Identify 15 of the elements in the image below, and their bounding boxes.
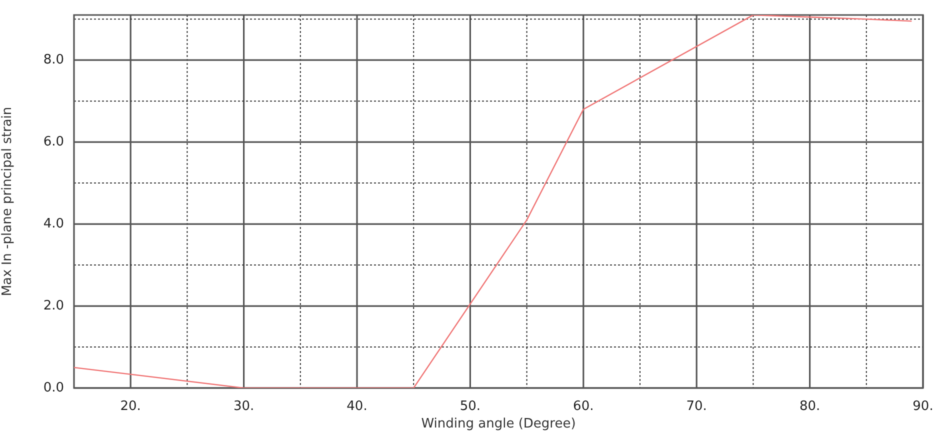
y-tick-label: 0.0 xyxy=(43,380,64,396)
y-tick-label: 6.0 xyxy=(43,134,64,150)
y-tick-label: 4.0 xyxy=(43,216,64,232)
x-axis-title: Winding angle (Degree) xyxy=(421,416,576,432)
x-tick-label: 40. xyxy=(346,399,368,414)
x-tick-label: 50. xyxy=(460,399,481,414)
x-tick-label: 80. xyxy=(799,399,820,414)
x-tick-label: 90. xyxy=(912,399,934,414)
y-tick-label: 8.0 xyxy=(43,52,64,68)
y-tick-label: 2.0 xyxy=(43,298,64,314)
x-tick-label: 20. xyxy=(120,399,141,414)
x-tick-label: 60. xyxy=(573,399,594,414)
x-tick-label: 30. xyxy=(233,399,254,414)
x-tick-label: 70. xyxy=(686,399,707,414)
y-axis-title: Max In -plane principal strain xyxy=(0,106,16,296)
